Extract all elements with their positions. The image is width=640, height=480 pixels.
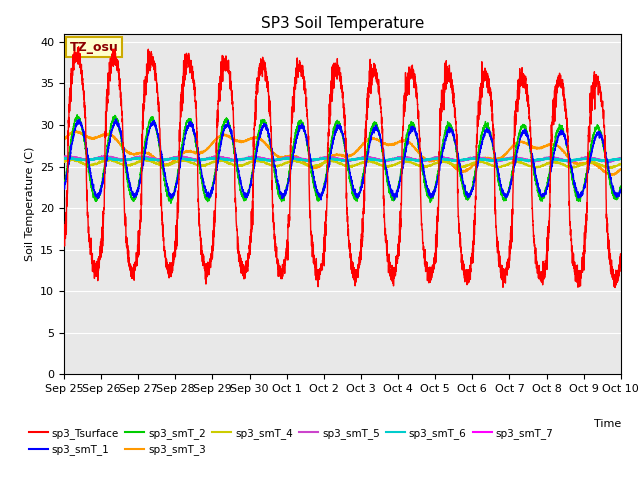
sp3_smT_7 [60,155,68,161]
sp3_smT_5 [161,157,168,163]
sp3_smT_5 [100,153,108,158]
sp3_smT_2 [60,183,68,189]
sp3_smT_1 [499,191,507,196]
sp3_smT_3 [60,136,68,142]
sp3_smT_4 [499,163,507,169]
sp3_smT_3 [617,167,625,172]
sp3_smT_4 [322,159,330,165]
sp3_smT_6 [617,156,625,162]
Line: sp3_Tsurface: sp3_Tsurface [64,47,621,288]
sp3_Tsurface [161,245,168,251]
sp3_smT_7 [322,156,330,161]
sp3_smT_2 [436,153,444,159]
sp3_smT_2 [617,183,625,189]
sp3_smT_3 [161,162,168,168]
sp3_smT_7 [467,156,475,162]
sp3_Tsurface [499,272,507,277]
Text: TZ_osu: TZ_osu [70,41,118,54]
sp3_smT_7 [605,158,613,164]
sp3_smT_6 [60,156,68,161]
sp3_smT_5 [617,155,625,161]
Text: Time: Time [593,419,621,429]
Legend: sp3_Tsurface, sp3_smT_1, sp3_smT_2, sp3_smT_3, sp3_smT_4, sp3_smT_5, sp3_smT_6, : sp3_Tsurface, sp3_smT_1, sp3_smT_2, sp3_… [25,424,557,459]
sp3_smT_3 [499,155,507,160]
sp3_smT_1 [436,160,444,166]
sp3_smT_4 [617,161,625,167]
sp3_smT_2 [161,176,168,181]
sp3_smT_1 [616,188,624,193]
Line: sp3_smT_7: sp3_smT_7 [64,156,621,161]
sp3_smT_6 [616,156,624,162]
sp3_Tsurface [616,253,624,259]
sp3_smT_1 [60,186,68,192]
sp3_smT_5 [436,155,444,161]
Line: sp3_smT_1: sp3_smT_1 [64,119,621,200]
sp3_smT_2 [499,195,507,201]
sp3_smT_6 [499,157,507,163]
sp3_smT_3 [436,157,444,163]
sp3_Tsurface [436,127,444,132]
sp3_smT_4 [70,156,77,162]
sp3_smT_6 [322,156,330,161]
sp3_smT_1 [113,116,120,122]
sp3_smT_5 [499,157,507,163]
sp3_smT_6 [102,155,109,161]
sp3_smT_3 [607,172,615,178]
sp3_smT_4 [60,159,68,165]
sp3_smT_4 [161,162,168,168]
Y-axis label: Soil Temperature (C): Soil Temperature (C) [24,147,35,261]
sp3_smT_3 [616,167,624,173]
sp3_smT_4 [467,160,475,166]
sp3_smT_3 [467,164,475,169]
sp3_smT_3 [322,158,330,164]
sp3_smT_5 [467,156,475,162]
sp3_smT_7 [161,157,168,163]
sp3_smT_2 [322,173,330,179]
sp3_smT_6 [161,157,168,163]
sp3_smT_6 [467,156,475,162]
Line: sp3_smT_6: sp3_smT_6 [64,158,621,161]
sp3_smT_1 [322,179,330,185]
sp3_Tsurface [467,258,475,264]
sp3_Tsurface [611,285,619,290]
sp3_smT_5 [616,155,624,161]
sp3_smT_7 [104,154,111,159]
sp3_smT_3 [73,128,81,134]
sp3_smT_4 [616,162,624,168]
sp3_Tsurface [60,240,68,246]
sp3_smT_2 [616,188,624,194]
sp3_smT_6 [526,158,534,164]
Line: sp3_smT_3: sp3_smT_3 [64,131,621,175]
sp3_smT_7 [616,156,624,162]
sp3_smT_4 [606,166,614,171]
sp3_smT_2 [167,201,175,206]
sp3_smT_5 [602,159,609,165]
sp3_smT_5 [322,154,330,160]
Line: sp3_smT_2: sp3_smT_2 [64,115,621,204]
sp3_Tsurface [322,222,330,228]
sp3_smT_1 [468,188,476,193]
Line: sp3_smT_4: sp3_smT_4 [64,159,621,168]
sp3_smT_1 [617,186,625,192]
sp3_smT_2 [74,112,81,118]
Title: SP3 Soil Temperature: SP3 Soil Temperature [260,16,424,31]
Line: sp3_smT_5: sp3_smT_5 [64,156,621,162]
sp3_Tsurface [75,44,83,50]
sp3_smT_2 [468,189,476,195]
sp3_smT_1 [161,168,168,174]
sp3_smT_7 [499,157,507,163]
sp3_smT_7 [617,156,625,162]
sp3_smT_6 [436,156,444,161]
sp3_smT_7 [436,155,444,161]
sp3_Tsurface [617,256,625,262]
sp3_smT_1 [317,197,325,203]
sp3_smT_4 [436,159,444,165]
sp3_smT_5 [60,155,68,160]
